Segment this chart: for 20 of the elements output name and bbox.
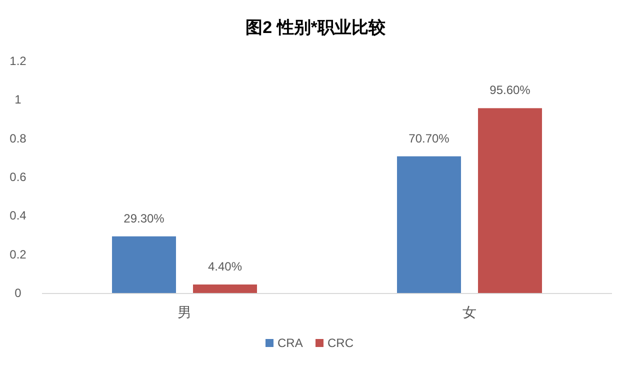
y-tick-label: 1.2 xyxy=(10,54,27,68)
y-tick-label: 0.6 xyxy=(10,170,27,184)
y-tick-label: 1 xyxy=(14,92,22,107)
chart-title: 图2 性别*职业比较 xyxy=(246,18,386,37)
x-tick-label: 女 xyxy=(462,304,476,320)
y-tick-label: 0.8 xyxy=(10,131,27,146)
bar xyxy=(193,284,257,293)
bar xyxy=(112,236,176,293)
legend-label: CRC xyxy=(328,336,354,350)
bar xyxy=(478,108,542,293)
y-tick-label: 0.4 xyxy=(10,208,27,223)
data-label: 70.70% xyxy=(408,131,450,146)
data-label: 4.40% xyxy=(208,259,242,274)
data-label: 29.30% xyxy=(124,211,165,226)
legend-label: CRA xyxy=(278,336,303,350)
y-tick-label: 0 xyxy=(14,286,22,300)
bar xyxy=(397,156,461,293)
x-tick-label: 男 xyxy=(178,304,192,320)
y-tick-label: 0.2 xyxy=(10,247,27,262)
data-label: 95.60% xyxy=(490,83,531,98)
